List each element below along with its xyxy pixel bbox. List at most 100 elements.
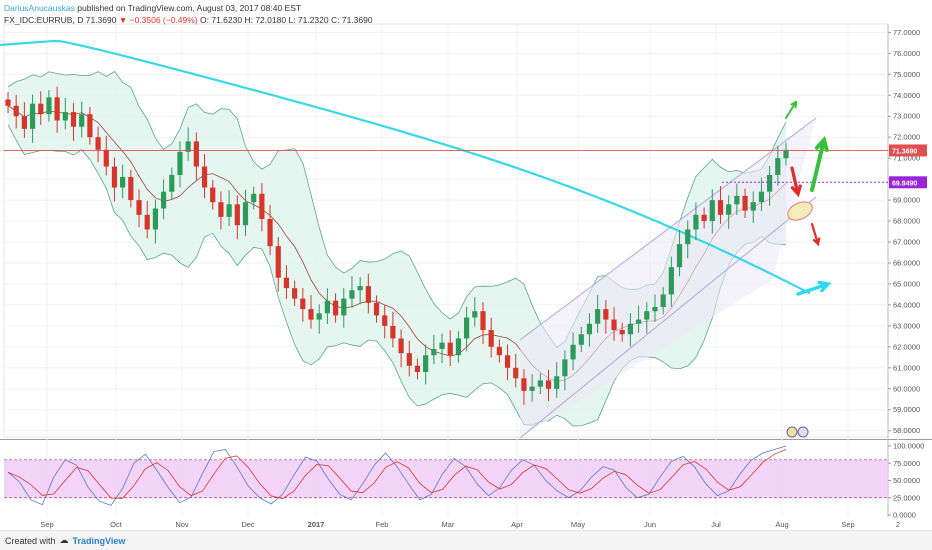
candle-body xyxy=(472,311,478,318)
candle-body xyxy=(390,325,396,339)
candle-body xyxy=(267,218,273,247)
horizontal-levels xyxy=(4,150,888,183)
candle-body xyxy=(120,177,126,188)
price-tick-label: 64.0000 xyxy=(893,300,920,309)
candle-body xyxy=(758,191,765,203)
candle-body xyxy=(652,307,658,312)
candle-body xyxy=(644,311,650,320)
candle-body xyxy=(144,214,150,230)
axes: 77.0000 76.0000 75.0000 74.0000 73.0000 72.00… xyxy=(40,28,924,529)
stoch-tick-label: 75.0000 xyxy=(893,459,920,468)
candle-body xyxy=(775,158,781,175)
price-labels: 71.3690 69.8490 xyxy=(889,144,927,189)
candle-body xyxy=(504,355,511,368)
candle-body xyxy=(193,141,199,167)
small-down-arrow-icon xyxy=(810,222,821,247)
candle-body xyxy=(292,288,298,299)
candle-body xyxy=(373,302,380,316)
last-price-tag: 71.3690 xyxy=(892,148,917,155)
candle-body xyxy=(627,323,633,335)
candle-body xyxy=(447,342,453,356)
publish-info: published on TradingView.com, August 03,… xyxy=(77,3,302,13)
candle-body xyxy=(734,195,740,205)
candle-body xyxy=(382,315,388,326)
time-tick-label: Sep xyxy=(841,520,854,529)
candle-body xyxy=(554,376,560,389)
price-tick-label: 60.0000 xyxy=(893,384,920,393)
candle-body xyxy=(742,195,748,211)
candle-body xyxy=(349,290,355,299)
candle-body xyxy=(13,105,19,117)
stoch-tick-label: 25.0000 xyxy=(893,493,920,502)
change-value: ▼ −0.3506 (−0.49%) xyxy=(118,15,198,25)
candle-body xyxy=(431,348,437,356)
candle-body xyxy=(161,191,167,209)
author-link[interactable]: DariusAnucauskas xyxy=(4,3,75,13)
candle-body xyxy=(79,114,85,127)
time-tick-label: Mar xyxy=(442,520,455,529)
close-value: C: 71.3690 xyxy=(331,15,373,25)
candle-body xyxy=(529,386,535,391)
low-value: L: 71.2320 xyxy=(288,15,329,25)
candle-body xyxy=(365,286,371,303)
small-up-arrow-icon xyxy=(785,100,798,119)
candle-body xyxy=(62,112,68,121)
down-arrow-icon xyxy=(790,166,802,198)
price-tick-label: 74.0000 xyxy=(893,91,920,100)
last-price-tag-bg xyxy=(889,144,927,157)
price-tick-label: 61.0000 xyxy=(893,363,920,372)
price-tick-label: 71.0000 xyxy=(893,154,920,163)
stoch-k-line xyxy=(7,445,787,506)
candle-body xyxy=(308,309,314,320)
event-badge-icon xyxy=(786,426,798,438)
candle-body xyxy=(398,338,404,354)
candle-body xyxy=(177,151,183,175)
channel-lower-line xyxy=(519,196,817,439)
candlesticks xyxy=(5,86,789,405)
open-value: O: 71.6230 xyxy=(200,15,243,25)
price-tick-label: 68.0000 xyxy=(893,217,920,226)
sideways-arrow-icon xyxy=(796,280,832,296)
time-tick-label: 2 xyxy=(896,520,900,529)
candle-body xyxy=(38,103,44,115)
price-tick-label: 73.0000 xyxy=(893,112,920,121)
candle-body xyxy=(603,309,609,320)
candle-body xyxy=(676,244,683,268)
price-tick-label: 77.0000 xyxy=(893,28,920,37)
candle-body xyxy=(480,311,486,331)
candle-body xyxy=(218,202,224,217)
candle-body xyxy=(586,323,593,335)
candle-body xyxy=(316,313,322,320)
candle-body xyxy=(488,330,494,347)
candle-body xyxy=(152,208,159,230)
candle-body xyxy=(136,200,142,215)
candle-body xyxy=(545,380,552,389)
tradingview-logo-icon: ☁ xyxy=(59,535,69,545)
candle-body xyxy=(300,298,306,310)
price-tick-label: 66.0000 xyxy=(893,258,920,267)
last-price: 71.3690 xyxy=(85,15,117,25)
stochastic-pane xyxy=(4,445,888,506)
candle-body xyxy=(513,367,519,379)
time-tick-label: Apr xyxy=(511,520,523,529)
candle-body xyxy=(226,204,232,217)
candle-body xyxy=(234,204,240,226)
price-tick-label: 69.0000 xyxy=(893,196,920,205)
ma200-line xyxy=(0,39,811,295)
candle-body xyxy=(185,141,191,152)
big-up-arrow-icon xyxy=(810,135,829,192)
candle-body xyxy=(103,149,109,167)
candle-body xyxy=(251,193,257,203)
candle-body xyxy=(619,330,625,335)
candle-body xyxy=(783,149,789,159)
time-tick-label: Jun xyxy=(644,520,656,529)
price-tick-label: 72.0000 xyxy=(893,133,920,142)
tradingview-link[interactable]: TradingView xyxy=(72,535,126,546)
price-tick-label: 62.0000 xyxy=(893,342,920,351)
highlight-ellipse xyxy=(787,201,813,221)
price-tick-label: 75.0000 xyxy=(893,70,920,79)
candle-body xyxy=(406,353,412,366)
ascending-channel xyxy=(519,117,817,439)
bollinger-lower xyxy=(7,124,787,427)
